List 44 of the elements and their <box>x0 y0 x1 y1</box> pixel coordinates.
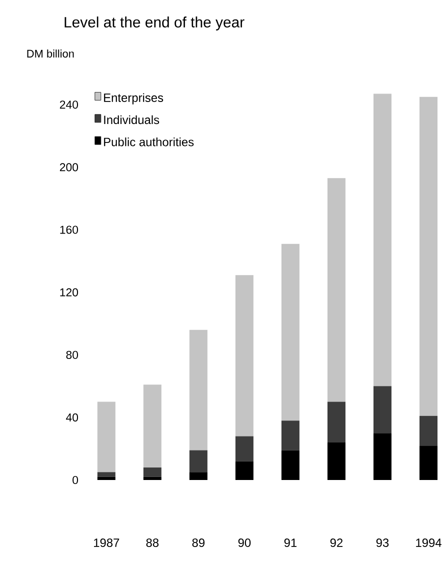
bar <box>419 446 438 480</box>
x-tick-label: 88 <box>146 538 159 547</box>
x-tick-label: 1987 <box>94 538 120 547</box>
y-axis-title: DM billion <box>27 50 74 58</box>
bar <box>419 96 438 416</box>
x-tick-label: 93 <box>376 538 389 547</box>
bar <box>281 244 300 421</box>
bar <box>189 450 208 472</box>
bar <box>189 472 208 480</box>
bar <box>235 461 254 480</box>
bar <box>373 94 392 386</box>
legend-label: Individuals <box>104 115 160 124</box>
bar <box>97 476 116 480</box>
bar <box>143 467 162 477</box>
x-tick-label: 89 <box>192 538 205 547</box>
bar <box>373 433 392 480</box>
bar <box>327 442 346 480</box>
bar <box>281 420 300 450</box>
x-tick-label: 90 <box>238 538 251 547</box>
bar <box>143 384 162 468</box>
bar <box>281 450 300 480</box>
y-tick-label: 120 <box>60 288 78 296</box>
y-tick-label: 240 <box>60 100 78 109</box>
y-tick-label: 200 <box>60 163 78 172</box>
y-tick-label: 80 <box>66 350 78 359</box>
chart-title: Level at the end of the year <box>64 16 244 30</box>
x-tick-label: 92 <box>330 538 343 547</box>
bar <box>97 472 116 477</box>
y-tick-label: 0 <box>72 476 78 484</box>
x-tick-label: 1994 <box>416 538 442 547</box>
y-tick-label: 160 <box>60 226 78 234</box>
x-tick-label: 91 <box>284 538 297 547</box>
legend-label: Enterprises <box>104 93 164 104</box>
bar <box>97 402 116 472</box>
bar <box>419 416 438 446</box>
bar <box>189 330 208 450</box>
y-tick-label: 40 <box>66 413 78 422</box>
bar <box>235 436 254 462</box>
bar <box>373 386 392 434</box>
bar <box>327 402 346 442</box>
bar <box>327 178 346 402</box>
bar <box>143 476 162 480</box>
legend-label: Public authorities <box>104 137 194 146</box>
bar <box>235 275 254 436</box>
